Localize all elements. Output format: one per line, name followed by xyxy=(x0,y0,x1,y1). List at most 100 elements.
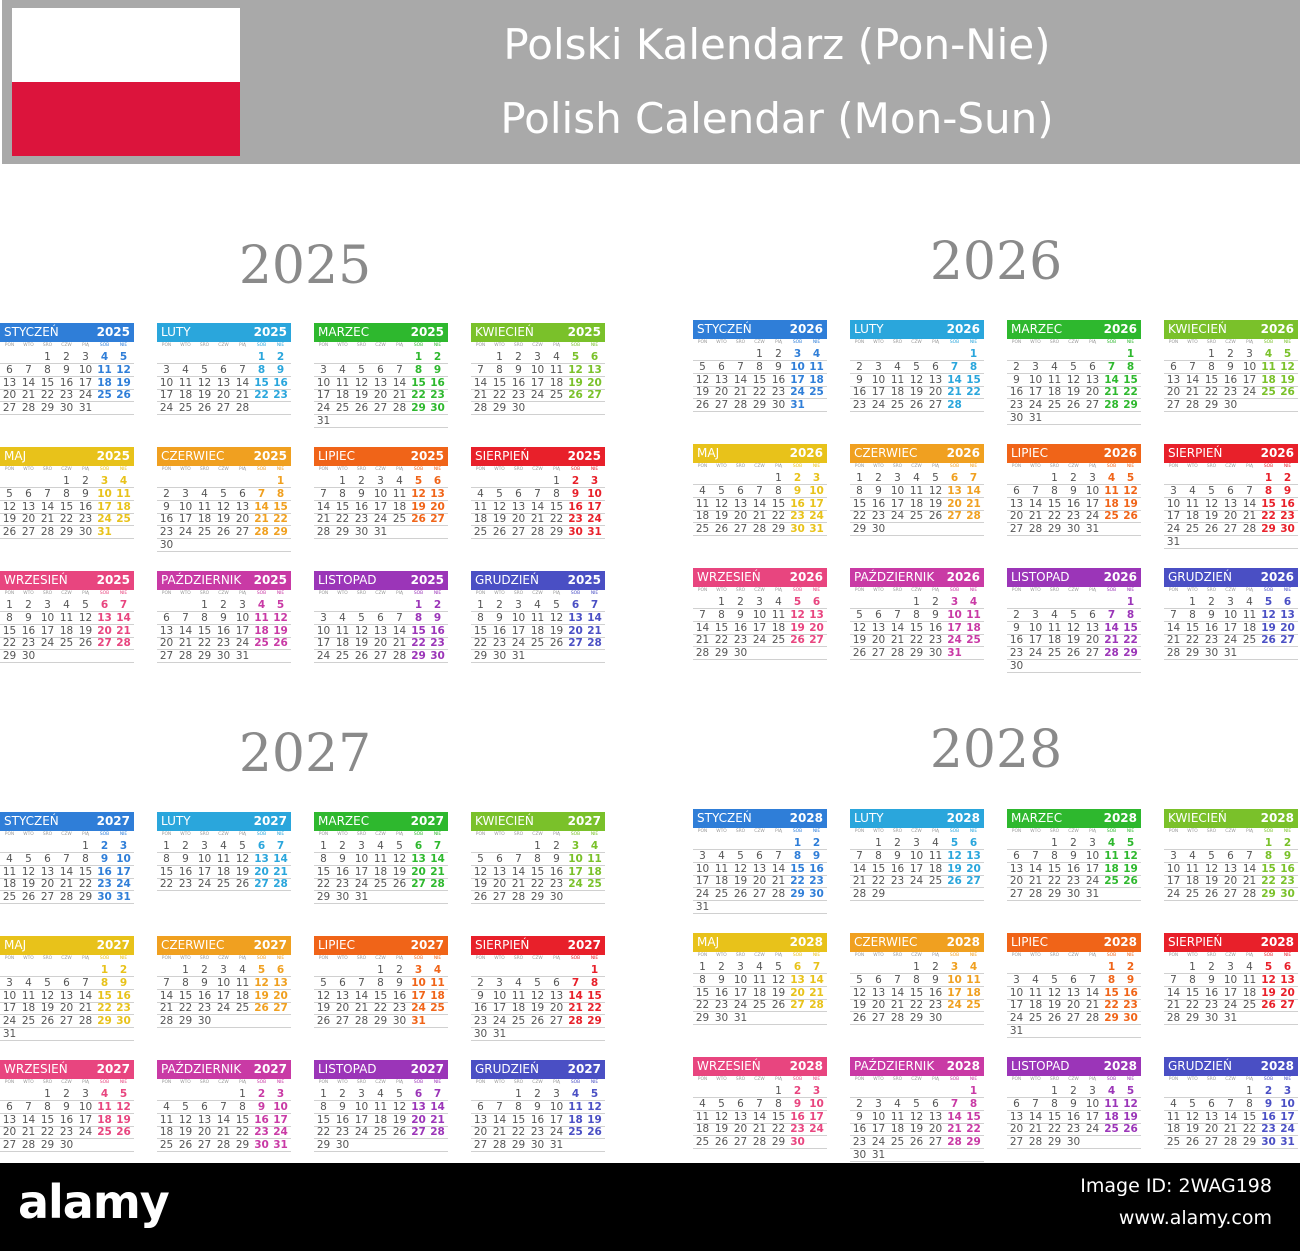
weekday-label: ŚRO xyxy=(1206,588,1217,593)
day-cell: 18 xyxy=(1028,999,1043,1012)
day-cell: 12 xyxy=(1123,1097,1138,1110)
weekday-label: SOB xyxy=(792,1077,803,1082)
day-cell: 20 xyxy=(373,389,388,402)
week-divider xyxy=(471,988,605,990)
weekday-label: NIE xyxy=(590,467,599,472)
weekday-label: PIĄ xyxy=(239,467,246,472)
day-cell: 14 xyxy=(1166,986,1181,999)
day-cell: 6 xyxy=(496,852,503,865)
day-cell: 13 xyxy=(928,1110,943,1123)
month-luty-2027: LUTY 2027 PON WTO ŚRO CZW PIĄ SOB NIE 1 2 3 4 5 6 7 8 9 10… xyxy=(157,812,291,930)
day-cell: 28 xyxy=(1028,1136,1043,1149)
month-header: LUTY 2025 xyxy=(157,323,291,342)
day-cell: 4 xyxy=(100,1088,109,1100)
day-cell: 8 xyxy=(201,611,208,624)
day-cell: 20 xyxy=(752,875,767,888)
week-divider xyxy=(157,636,291,638)
day-cell: 20 xyxy=(928,386,943,399)
weekday-label: ŚRO xyxy=(199,956,210,961)
day-cell: 1 xyxy=(1189,961,1196,973)
week-divider xyxy=(314,1125,448,1127)
week-divider xyxy=(850,646,984,648)
day-cell: 23 xyxy=(78,513,93,526)
month-year: 2028 xyxy=(1260,811,1294,825)
day-cell: 5 xyxy=(950,837,959,849)
day-cell: 2 xyxy=(1264,1085,1273,1097)
day-cell: 25 xyxy=(1166,1136,1181,1149)
weekday-label: NIE xyxy=(1126,953,1135,958)
day-cell: 15 xyxy=(909,621,924,634)
day-cell: 24 xyxy=(159,402,174,415)
week-divider xyxy=(850,998,984,1000)
day-cell: 15 xyxy=(335,500,350,513)
weekday-label: CZW xyxy=(1068,340,1079,345)
day-cell: 6 xyxy=(875,608,882,621)
day-cell: 5 xyxy=(590,1088,599,1100)
day-cell: 24 xyxy=(1085,875,1100,888)
day-cell: 13 xyxy=(752,862,767,875)
day-cell: 25 xyxy=(1242,999,1257,1012)
day-cell: 9 xyxy=(932,973,939,986)
day-cell: 24 xyxy=(790,386,805,399)
day-cell: 2 xyxy=(1070,1085,1077,1097)
day-cell: 30 xyxy=(809,888,824,901)
day-cell: 9 xyxy=(856,1110,863,1123)
day-cell: 12 xyxy=(790,608,805,621)
day-cell: 17 xyxy=(695,875,710,888)
day-cell: 20 xyxy=(430,500,445,513)
month-maj-2027: MAJ 2027 PON WTO ŚRO CZW PIĄ SOB NIE 1 2 3 4 5 6 7 8 9 10 1… xyxy=(0,936,134,1054)
week-divider xyxy=(1007,887,1141,889)
day-cell: 18 xyxy=(178,389,193,402)
day-cell: 27 xyxy=(97,637,112,650)
day-cell: 27 xyxy=(2,1139,17,1152)
week-divider xyxy=(850,1135,984,1137)
day-cell: 9 xyxy=(1070,849,1077,862)
day-cell: 18 xyxy=(254,624,269,637)
week-divider xyxy=(0,1014,134,1016)
month-marzec-2028: MARZEC 2028 PON WTO ŚRO CZW PIĄ SOB NIE 1 2 3 4 5 6 7 8 9… xyxy=(1007,809,1141,927)
week-divider xyxy=(1007,398,1141,400)
weekday-label: PIĄ xyxy=(1246,464,1253,469)
day-cell: 23 xyxy=(159,526,174,539)
day-cell: 23 xyxy=(216,637,231,650)
day-cell: 26 xyxy=(695,399,710,412)
month-year: 2026 xyxy=(946,570,980,584)
day-cell: 9 xyxy=(257,1100,266,1113)
day-cell: 15 xyxy=(473,624,488,637)
weekday-label: SOB xyxy=(570,956,581,961)
month-listopad-2025: LISTOPAD 2025 PON WTO ŚRO CZW PIĄ SOB NIE 1 2 3 4 5 6 7… xyxy=(314,571,448,689)
week-divider xyxy=(1007,1122,1141,1124)
day-cell: 28 xyxy=(1166,1012,1181,1025)
day-cell: 19 xyxy=(116,376,131,389)
day-cell: 30 xyxy=(97,891,112,904)
day-cell: 7 xyxy=(1107,608,1116,621)
day-cell: 21 xyxy=(116,624,131,637)
day-cell: 26 xyxy=(273,637,288,650)
day-cell: 21 xyxy=(354,1002,369,1015)
weekday-label: PIĄ xyxy=(775,1077,782,1082)
day-cell: 1 xyxy=(44,1088,51,1100)
day-cell: 30 xyxy=(430,650,445,663)
weekday-label: ŚRO xyxy=(1206,464,1217,469)
day-cell: 9 xyxy=(182,852,189,865)
weekday-label: SOB xyxy=(570,591,581,596)
day-cell: 30 xyxy=(871,523,886,536)
day-cell: 27 xyxy=(1085,399,1100,412)
weekday-label: NIE xyxy=(969,829,978,834)
day-cell: 25 xyxy=(216,878,231,891)
day-cell: 6 xyxy=(477,1100,484,1113)
weekday-label: SOB xyxy=(792,340,803,345)
month-year: 2027 xyxy=(253,938,287,952)
weekday-label: PIĄ xyxy=(82,467,89,472)
day-cell: 26 xyxy=(1066,647,1081,660)
day-cell: 17 xyxy=(587,500,602,513)
day-cell: 2 xyxy=(793,1085,802,1097)
day-cell: 30 xyxy=(1204,1012,1219,1025)
month-header: KWIECIEŃ 2028 xyxy=(1164,809,1298,828)
day-cell: 5 xyxy=(239,840,246,852)
weekday-label: ŚRO xyxy=(42,467,53,472)
week-divider xyxy=(1164,1148,1298,1150)
day-cell: 31 xyxy=(1280,1136,1295,1149)
day-cell: 25 xyxy=(1028,1012,1043,1025)
day-cell: 13 xyxy=(947,484,962,497)
